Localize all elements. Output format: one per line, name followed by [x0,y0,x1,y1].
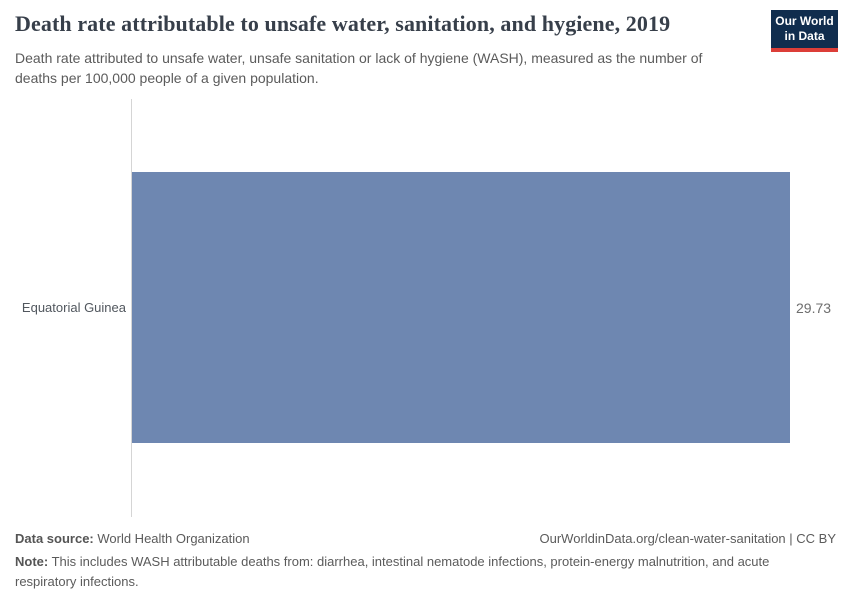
bar-equatorial-guinea[interactable] [132,172,790,443]
data-source-text: Data source: World Health Organization [15,531,250,546]
bar-value-label: 29.73 [796,300,832,316]
footer-note: Note: This includes WASH attributable de… [15,552,787,592]
chart-title: Death rate attributable to unsafe water,… [15,11,671,36]
owid-logo-line2: in Data [784,29,825,43]
footer-source-row: Data source: World Health Organization O… [15,531,836,546]
note-text: This includes WASH attributable deaths f… [15,554,770,589]
citation-link[interactable]: OurWorldinData.org/clean-water-sanitatio… [539,531,836,546]
note-label: Note: [15,554,49,569]
chart-subtitle: Death rate attributed to unsafe water, u… [15,50,703,86]
category-label-equatorial-guinea: Equatorial Guinea [21,300,126,315]
data-source-label: Data source: [15,531,94,546]
data-source-value: World Health Organization [93,531,250,546]
owid-logo[interactable]: Our World in Data [771,10,838,52]
y-axis-line [131,99,132,517]
owid-logo-line1: Our World [775,14,834,28]
